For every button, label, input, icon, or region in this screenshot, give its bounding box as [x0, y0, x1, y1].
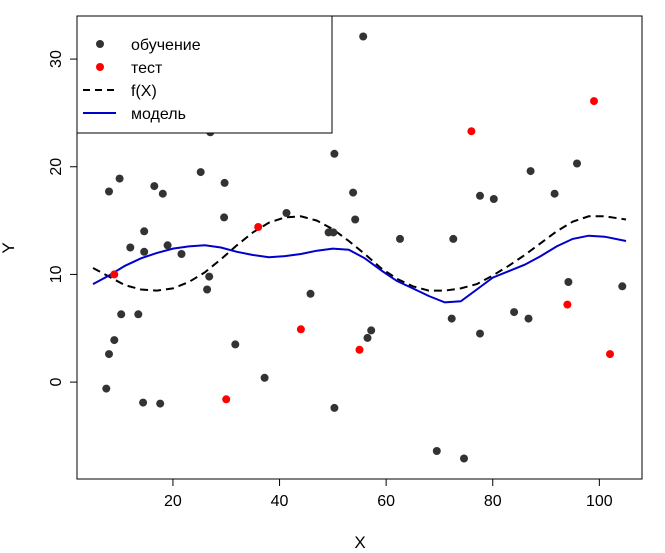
y-tick-label: 30 — [48, 50, 65, 68]
test-point — [254, 223, 263, 231]
legend: обучение тест f(X) модель — [76, 15, 333, 134]
x-tick-label: 20 — [164, 493, 182, 510]
legend-test-label: тест — [131, 60, 163, 77]
train-point — [359, 32, 368, 41]
legend-train-label: обучение — [131, 37, 201, 54]
train-point — [203, 285, 212, 294]
train-point — [126, 243, 135, 252]
train-point — [476, 191, 484, 200]
train-point — [432, 447, 441, 455]
train-point — [510, 308, 519, 317]
train-point — [489, 195, 498, 203]
train-point — [158, 189, 167, 198]
train-point — [156, 399, 165, 408]
train-point — [526, 167, 535, 176]
train-point — [105, 350, 113, 359]
train-point — [140, 247, 149, 256]
train-point — [573, 159, 581, 168]
y-tick-label: 20 — [48, 158, 65, 176]
train-point — [102, 384, 111, 393]
legend-train-marker — [96, 40, 104, 48]
test-point — [606, 350, 614, 359]
model-line — [92, 234, 627, 304]
test-point — [296, 325, 305, 334]
curve-layer — [92, 215, 627, 304]
legend-box — [76, 15, 333, 134]
true-function-line — [92, 215, 627, 292]
legend-fx-label: f(X) — [131, 83, 157, 100]
train-point — [396, 234, 404, 243]
x-tick-label: 80 — [484, 493, 502, 510]
legend-model-label: модель — [131, 106, 186, 123]
train-point — [177, 250, 186, 258]
train-point — [110, 336, 119, 345]
test-point — [222, 395, 231, 404]
y-axis-title: Y — [0, 242, 18, 253]
train-point — [139, 398, 148, 407]
train-point — [134, 310, 143, 319]
y-tick-label: 0 — [48, 378, 65, 387]
train-point — [476, 329, 484, 338]
x-tick-label: 40 — [271, 493, 289, 510]
test-point — [563, 300, 572, 309]
train-point — [524, 314, 533, 323]
train-point — [550, 189, 559, 198]
y-tick-label: 10 — [48, 265, 65, 283]
train-point — [231, 340, 240, 349]
train-point — [163, 241, 172, 250]
train-point — [330, 149, 339, 158]
x-tick-label: 100 — [586, 493, 613, 510]
train-point — [449, 234, 458, 243]
train-point — [447, 314, 456, 323]
train-point — [282, 209, 291, 217]
x-axis-ticks: 20 40 60 80 100 — [164, 479, 613, 510]
train-point — [618, 282, 627, 291]
train-point — [220, 178, 229, 187]
test-point — [110, 270, 119, 279]
test-point — [467, 127, 476, 136]
train-point — [115, 174, 124, 183]
test-point — [590, 97, 598, 106]
train-point — [117, 310, 126, 319]
train-point — [196, 168, 205, 177]
train-point — [351, 215, 360, 224]
train-point — [367, 326, 376, 335]
train-point — [564, 278, 573, 286]
x-axis-title: X — [354, 533, 365, 552]
train-point — [330, 403, 339, 412]
train-point — [460, 454, 468, 463]
train-point — [349, 188, 358, 197]
legend-test-marker — [96, 63, 104, 71]
train-point — [150, 182, 159, 191]
train-point — [363, 333, 372, 342]
train-point — [205, 272, 214, 281]
point-layer — [102, 32, 627, 463]
train-point — [105, 187, 113, 196]
train-point — [260, 373, 269, 382]
train-point — [329, 228, 338, 237]
train-point — [220, 213, 229, 222]
x-tick-label: 60 — [377, 493, 395, 510]
y-axis-ticks: 0 10 20 30 — [48, 50, 77, 387]
train-point — [306, 289, 315, 298]
train-point — [140, 227, 149, 236]
test-point — [355, 345, 364, 354]
